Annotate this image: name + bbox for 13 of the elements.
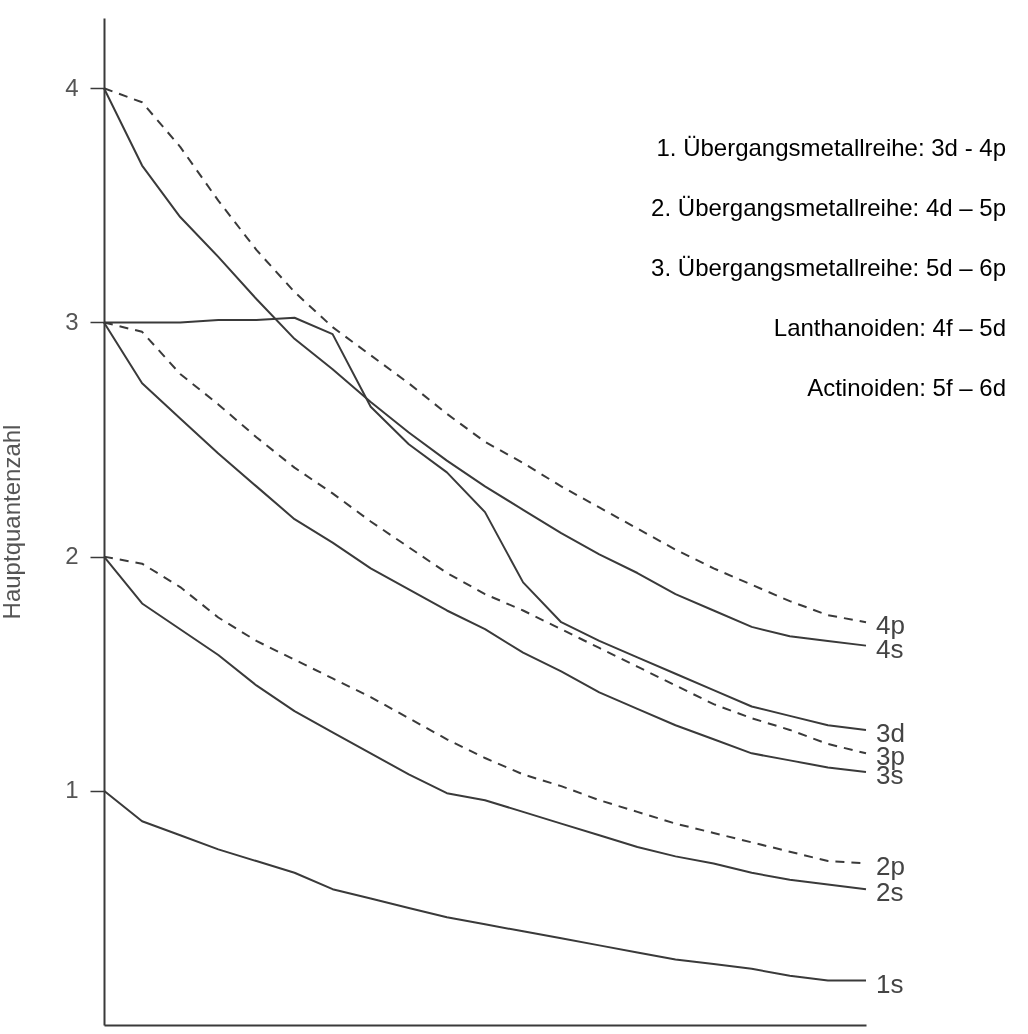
series-label: 2p [876,851,905,882]
y-tick-label: 4 [65,73,79,101]
y-tick-label: 1 [65,776,79,804]
annotation: Lanthanoiden: 4f – 5d [772,313,1007,343]
series-label: 3d [876,717,905,748]
annotation: 1. Übergangsmetallreihe: 3d - 4p [655,133,1007,163]
annotation: Actinoiden: 5f – 6d [806,373,1007,403]
y-tick-label: 3 [65,307,79,335]
y-tick-label: 2 [65,542,79,570]
y-axis-title: Hauptquantenzahl [0,424,26,620]
annotation: 2. Übergangsmetallreihe: 4d – 5p [650,193,1007,223]
series-label: 1s [876,968,904,999]
annotation: 3. Übergangsmetallreihe: 5d – 6p [650,253,1007,283]
